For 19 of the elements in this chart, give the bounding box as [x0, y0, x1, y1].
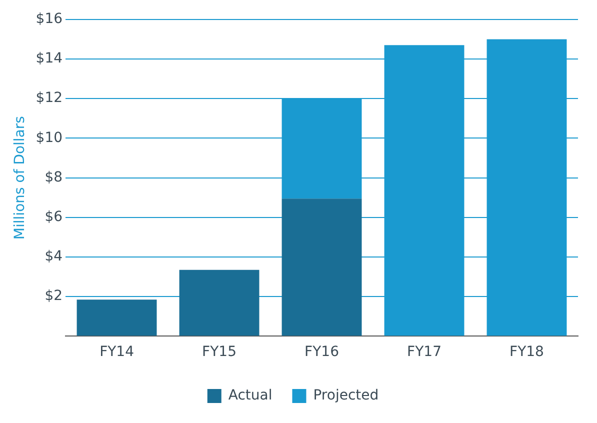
- x-tick-label: FY15: [202, 344, 236, 360]
- y-tick-label: $14: [36, 50, 63, 67]
- x-tick-label: FY14: [100, 344, 134, 360]
- y-axis-title: Millions of Dollars: [12, 116, 28, 240]
- legend-label: Projected: [313, 388, 379, 404]
- bar: [282, 198, 362, 336]
- x-tick-label: FY16: [304, 344, 340, 360]
- legend-label: Actual: [228, 388, 272, 404]
- y-tick-label: $16: [36, 11, 63, 28]
- y-tick-label: $2: [44, 288, 63, 304]
- bar: [76, 300, 157, 336]
- bar: [179, 270, 260, 336]
- y-tick-label: $4: [44, 248, 63, 265]
- x-tick-label: FY18: [510, 344, 544, 360]
- y-tick-label: $12: [36, 90, 63, 106]
- y-tick-label: $10: [36, 130, 63, 146]
- y-tick-label: $6: [44, 209, 63, 226]
- y-tick-label: $8: [44, 169, 63, 186]
- x-tick-label: FY17: [407, 344, 442, 360]
